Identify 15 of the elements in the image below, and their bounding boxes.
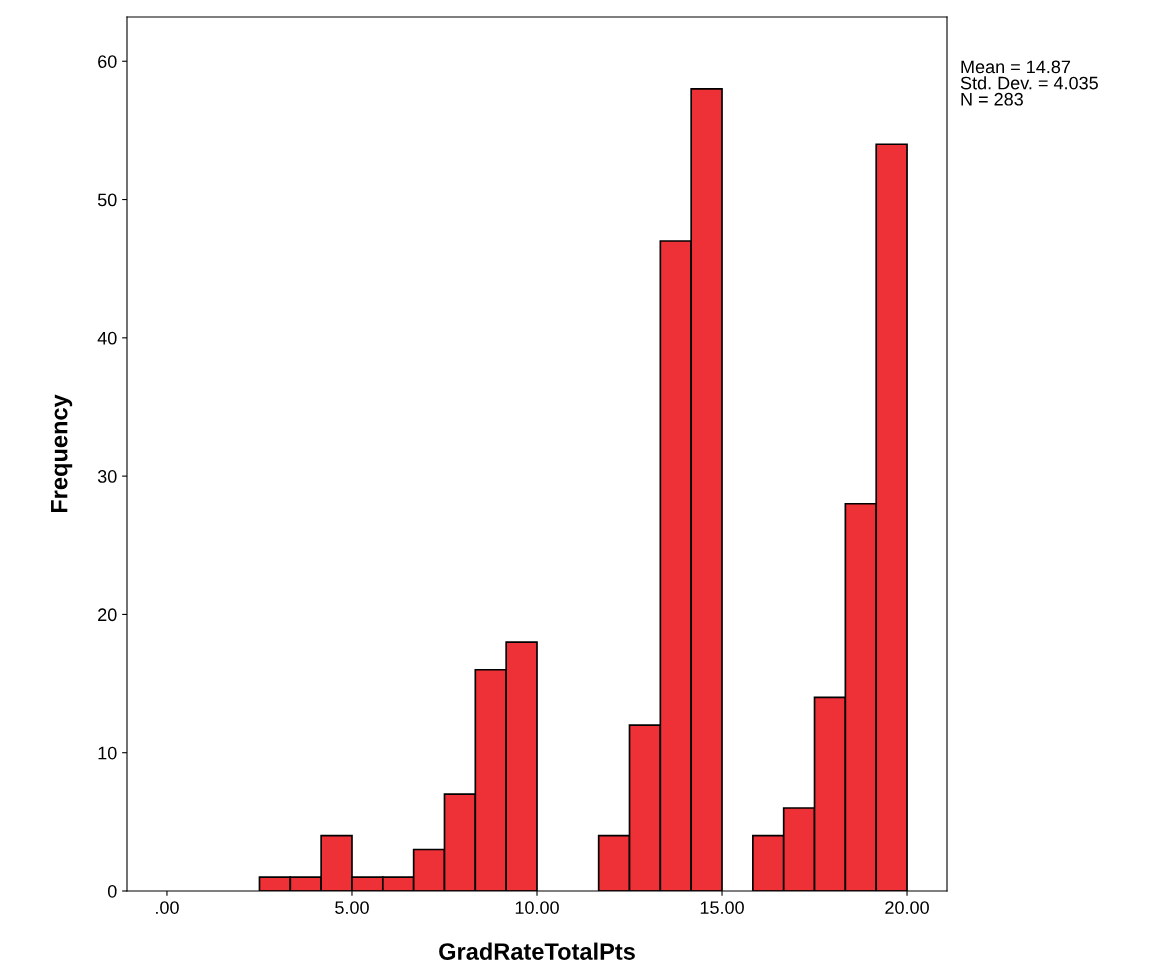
x-tick-label: 15.00	[700, 901, 744, 914]
y-tick-label: 40	[97, 331, 117, 345]
x-tick-label: 20.00	[885, 901, 929, 914]
y-tick-label: 10	[98, 746, 117, 760]
x-tick-label: 5.00	[335, 901, 369, 914]
y-tick-label: 0	[107, 884, 117, 898]
y-axis-title: Frequency	[51, 394, 73, 513]
x-tick-label: .00	[156, 901, 179, 914]
y-tick-label: 60	[98, 55, 117, 68]
y-tick-label: 50	[97, 193, 117, 207]
x-axis-title: GradRateTotalPts	[439, 942, 635, 960]
y-tick-label: 30	[97, 470, 117, 483]
x-tick-label: 10.00	[515, 901, 559, 914]
y-tick-label: 20	[98, 608, 117, 622]
text: Mean = 14.87 Std. Dev. = 4.035 N = 283	[960, 60, 1098, 106]
